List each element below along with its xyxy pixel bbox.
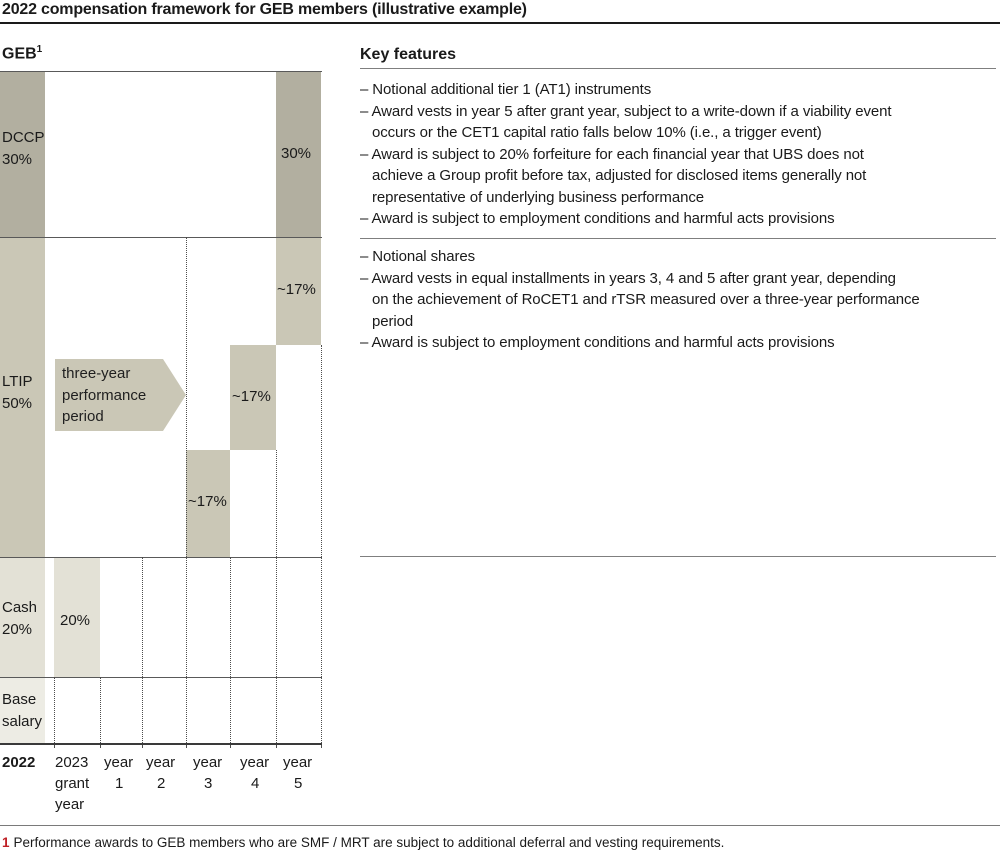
axis-tick [54,745,55,748]
chart-heading: GEB1 [2,44,42,63]
bar-cash-2022 [0,557,45,677]
row-label-line: DCCP [2,129,45,146]
feature-bullet: – Award is subject to 20% forfeiture for… [360,145,867,206]
bar-base-salary-2022 [0,677,45,743]
axis-year-word: year [146,754,176,771]
key-features-divider [360,238,996,239]
axis-year-word: year [283,754,313,771]
page-title: 2022 compensation framework for GEB memb… [2,1,527,18]
value-label-cash-grant: 20% [60,612,91,629]
feature-bullet: – Award is subject to employment conditi… [360,334,835,351]
row-label-dccp: DCCP 30% [2,127,45,170]
row-label-line: Cash [2,599,38,616]
feature-bullet: – Notional additional tier 1 (AT1) instr… [360,81,652,98]
title-rule [0,22,1000,24]
bar-cash-grant-year [54,557,100,677]
axis-label-year3: year 3 [193,752,222,794]
value-label-ltip-year5: ~17% [277,281,316,298]
footnote-marker: 1 [2,835,10,850]
key-features-divider [360,68,996,69]
row-label-base-salary: Base salary [2,689,42,732]
row-label-line: 50% [2,394,33,412]
row-label-ltip: LTIP 50% [2,371,33,414]
axis-year-number: 2 [157,775,166,792]
footnote-text: Performance awards to GEB members who ar… [13,835,725,850]
row-label-line: LTIP [2,373,33,390]
key-features-divider [360,556,996,557]
axis-year-number: 3 [204,775,213,792]
axis-tick [230,745,231,748]
year-separator [230,557,231,743]
feature-bullet: – Award vests in year 5 after grant year… [360,102,892,142]
axis-year-number: 1 [115,775,124,792]
year-separator [54,677,55,743]
axis-label-year2: year 2 [146,752,175,794]
year-separator [321,345,322,743]
bar-ltip-vest-year3 [186,450,230,557]
axis-tick [321,745,322,748]
axis-label-year4: year 4 [240,752,269,794]
footnote: 1 Performance awards to GEB members who a… [2,834,724,852]
arrow-label: three-year performance period [62,365,147,425]
year-separator [186,237,187,743]
row-label-cash: Cash 20% [2,597,37,640]
year-separator [276,450,277,743]
row-label-line: Base [2,691,37,708]
axis-label-grant-year: 2023 grant year [55,754,90,813]
row-label-line: 30% [2,150,33,168]
axis-year-word: year [240,754,270,771]
axis-year-number: 4 [251,775,260,792]
row-label-line: 20% [2,620,33,638]
bar-ltip-vest-year5 [276,237,321,345]
performance-period-arrow: three-year performance period [55,359,186,431]
axis-tick [276,745,277,748]
ltip-cash-divider [0,557,322,558]
value-label-ltip-year4: ~17% [232,388,271,405]
axis-year-number: 5 [294,775,303,792]
axis-year-word: year [193,754,223,771]
axis-label-year5: year 5 [283,752,312,794]
feature-bullet: – Award vests in equal installments in y… [360,269,920,330]
bar-ltip-vest-year4 [230,345,276,450]
feature-bullet: – Notional shares [360,248,476,265]
axis-label-year1: year 1 [104,752,133,794]
value-label-dccp-year5: 30% [281,145,312,162]
row-label-line: salary [2,712,43,730]
bar-dccp-2022 [0,71,45,237]
cash-base-divider [0,677,322,678]
chart-heading-footnote-marker: 1 [36,44,43,55]
key-features-header: Key features [360,46,457,63]
axis-label-2022: 2022 [2,754,36,771]
bar-ltip-2022 [0,237,45,557]
arrow-shape [55,359,186,431]
key-features-section-dccp: – Notional additional tier 1 (AT1) instr… [360,79,1000,230]
key-features-section-ltip: – Notional shares – Award vests in equal… [360,246,1000,354]
year-separator [100,677,101,743]
feature-bullet: – Award is subject to employment conditi… [360,210,835,227]
chart-top-border [0,71,322,72]
bar-dccp-vest-year5 [276,71,321,237]
axis-tick [100,745,101,748]
x-axis-line [0,743,322,745]
year-separator [142,557,143,743]
footnote-divider [0,825,1000,826]
axis-year-word: year [104,754,134,771]
dccp-ltip-divider [0,237,322,238]
axis-tick [142,745,143,748]
chart-heading-text: GEB [2,45,37,63]
axis-tick [186,745,187,748]
value-label-ltip-year3: ~17% [188,493,227,510]
